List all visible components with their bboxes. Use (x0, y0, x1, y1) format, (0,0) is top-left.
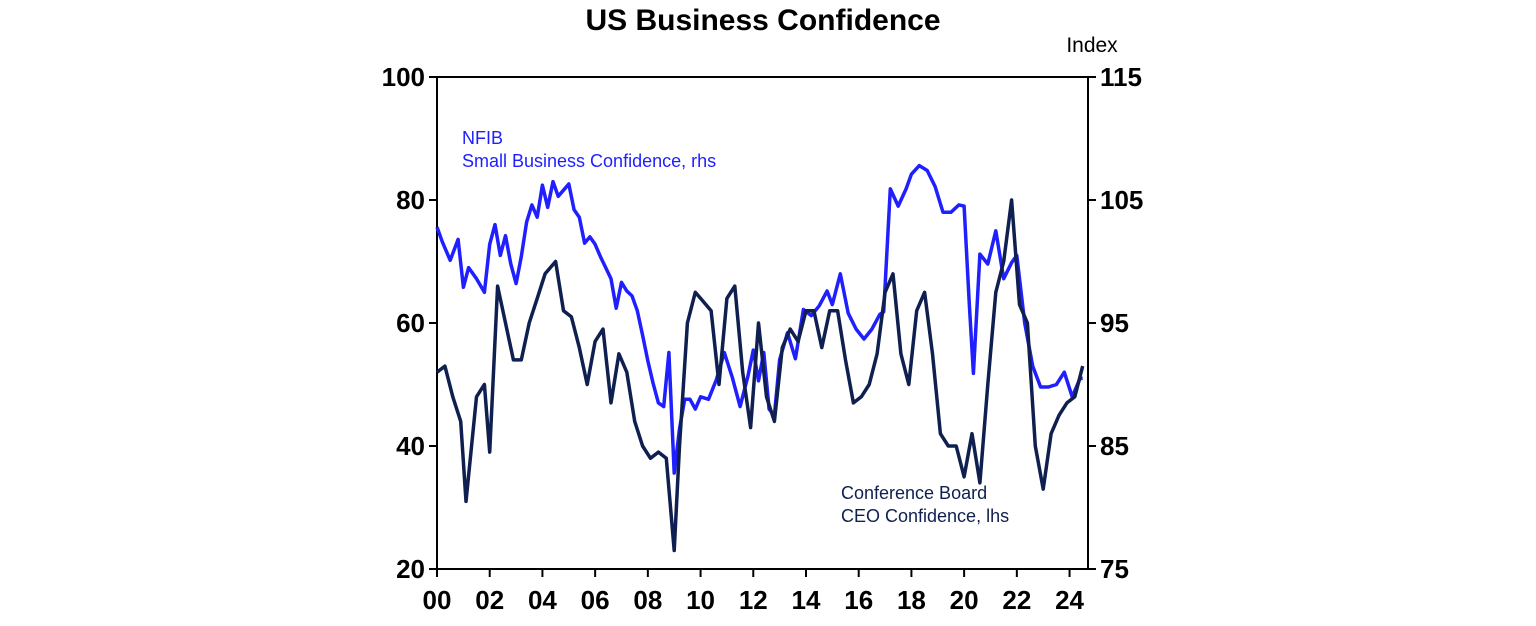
series-line-conference-board (435, 198, 1085, 553)
x-axis-tick-label: 18 (897, 585, 926, 615)
right-axis-tick-label: 115 (1100, 62, 1142, 92)
right-axis-tick-label: 95 (1100, 308, 1129, 338)
x-axis-tick-label: 04 (528, 585, 557, 615)
left-axis-tick-label: 40 (396, 431, 425, 461)
x-axis-tick-label: 16 (844, 585, 873, 615)
right-axis-tick-label: 75 (1100, 554, 1129, 584)
x-axis-tick-label: 12 (739, 585, 768, 615)
series-label-conference-board: Conference Board CEO Confidence, lhs (841, 483, 1009, 526)
x-axis-tick-label: 14 (792, 585, 821, 615)
x-axis-tick-label: 02 (475, 585, 504, 615)
left-axis-tick-label: 20 (396, 554, 425, 584)
chart-title: US Business Confidence (585, 4, 940, 37)
x-axis-tick-label: 00 (423, 585, 452, 615)
right-axis-unit-label: Index (1066, 34, 1118, 57)
right-axis-tick-label: 85 (1100, 431, 1129, 461)
left-axis-tick-label: 60 (396, 308, 425, 338)
series-line-nfib (435, 163, 1083, 475)
series-label-nfib: NFIB Small Business Confidence, rhs (462, 128, 716, 171)
x-axis-tick-label: 06 (581, 585, 610, 615)
left-axis-tick-label: 80 (396, 185, 425, 215)
left-axis-tick-label: 100 (382, 62, 425, 92)
right-axis-tick-label: 105 (1100, 185, 1143, 215)
x-axis-tick-label: 24 (1055, 585, 1084, 615)
right-axis: 75 85 95 105 115 (1088, 62, 1143, 584)
x-axis-tick-label: 08 (633, 585, 662, 615)
x-axis-tick-label: 22 (1002, 585, 1031, 615)
left-axis: 20 40 60 80 100 (382, 62, 437, 584)
x-axis-tick-label: 20 (950, 585, 979, 615)
x-axis: 00 02 04 06 08 10 12 14 16 18 20 22 24 (423, 569, 1085, 615)
x-axis-tick-label: 10 (686, 585, 715, 615)
